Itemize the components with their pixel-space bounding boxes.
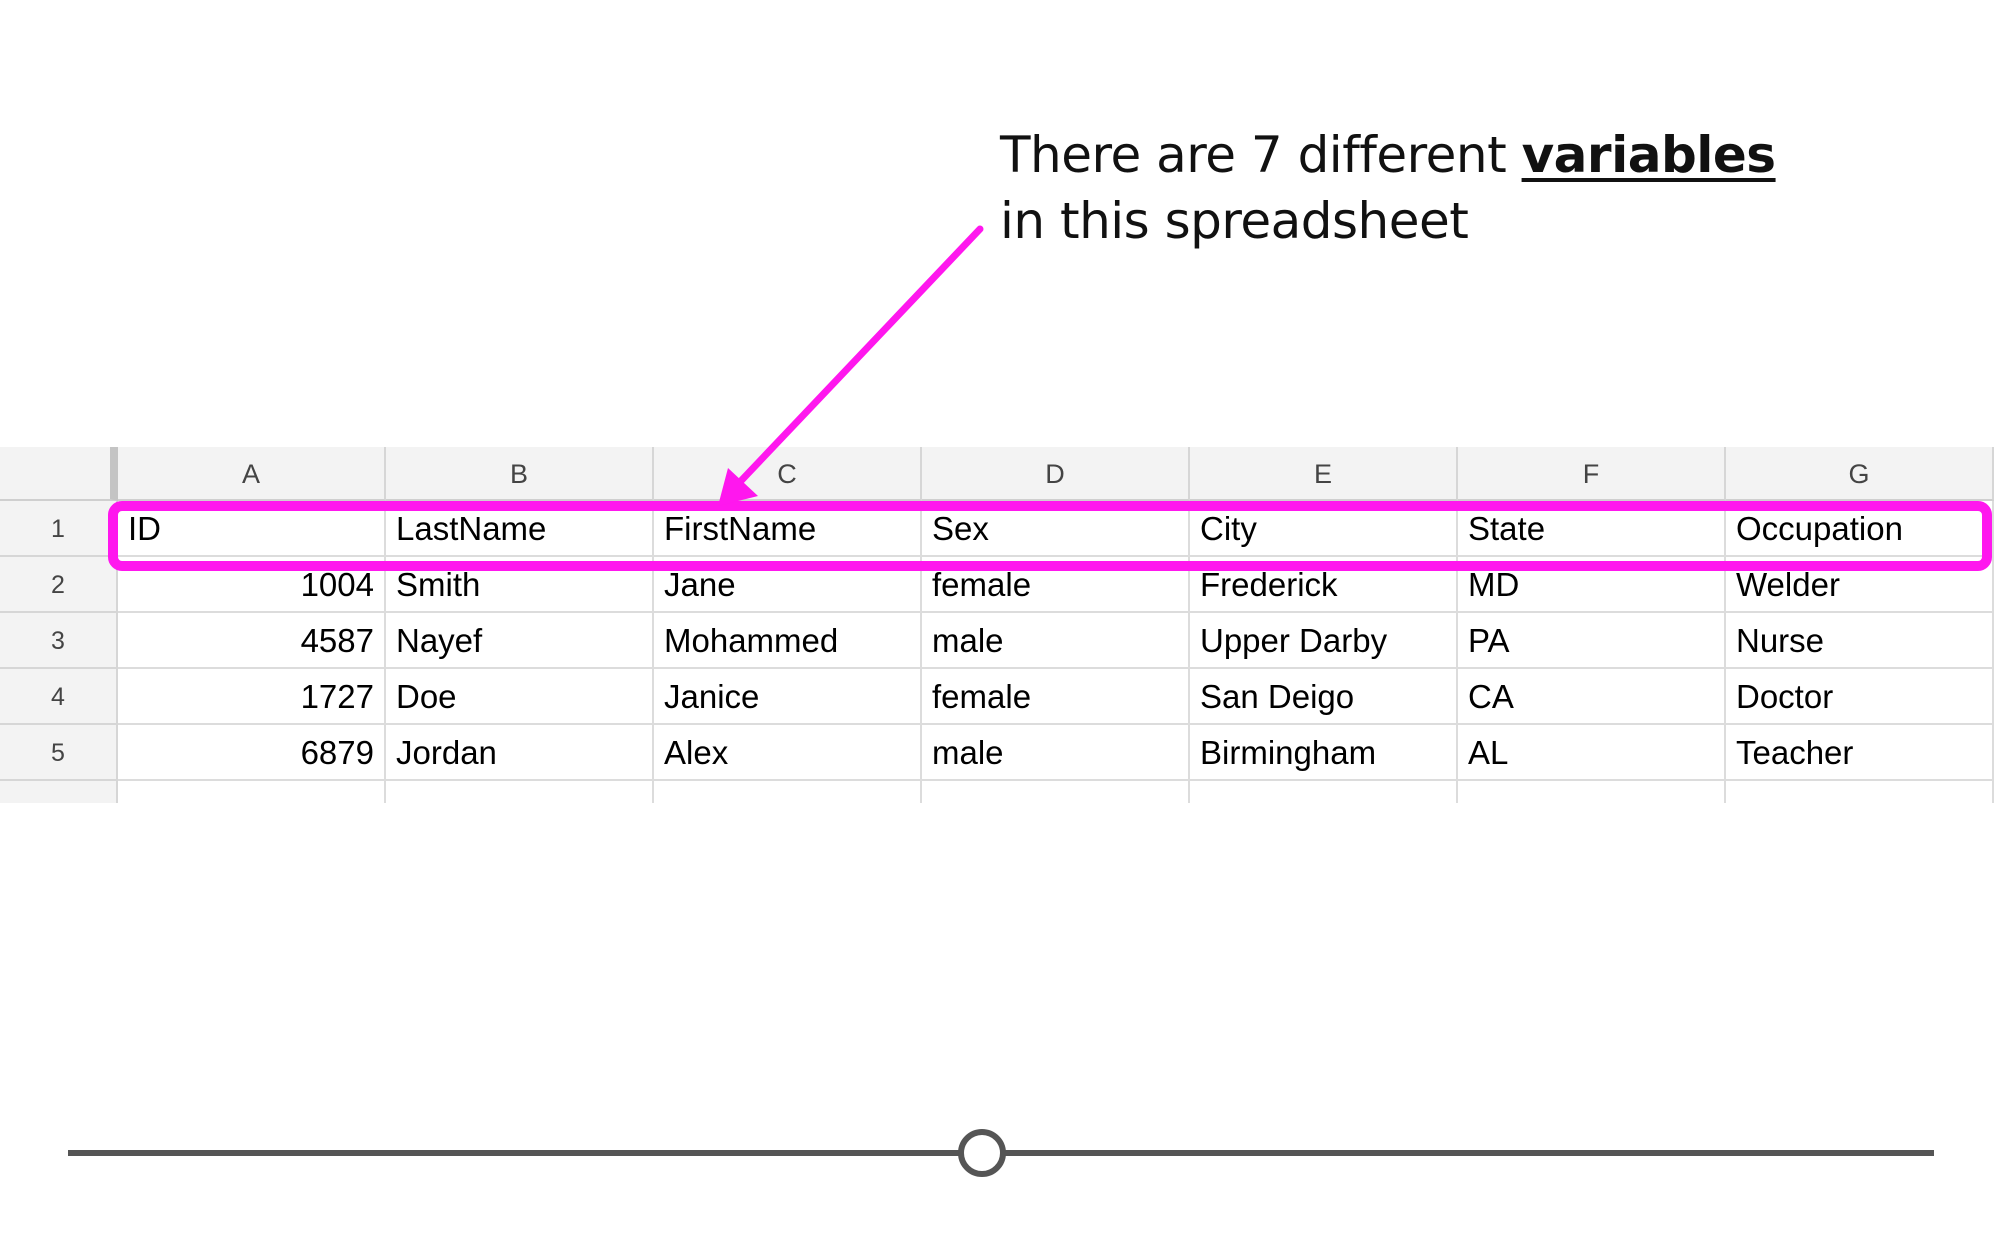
column-header-f[interactable]: F <box>1458 447 1726 501</box>
row-header-4[interactable]: 4 <box>0 669 118 725</box>
cell-a5[interactable]: 6879 <box>118 725 386 781</box>
cell-a6[interactable] <box>118 781 386 803</box>
annotation-highlight-word: variables <box>1521 126 1776 184</box>
column-header-e[interactable]: E <box>1190 447 1458 501</box>
cell-d1[interactable]: Sex <box>922 501 1190 557</box>
cell-c1[interactable]: FirstName <box>654 501 922 557</box>
column-header-d[interactable]: D <box>922 447 1190 501</box>
cell-a4[interactable]: 1727 <box>118 669 386 725</box>
cell-b5[interactable]: Jordan <box>386 725 654 781</box>
cell-g5[interactable]: Teacher <box>1726 725 1994 781</box>
cell-g1[interactable]: Occupation <box>1726 501 1994 557</box>
cell-c2[interactable]: Jane <box>654 557 922 613</box>
cell-g4[interactable]: Doctor <box>1726 669 1994 725</box>
cell-d6[interactable] <box>922 781 1190 803</box>
cell-e4[interactable]: San Deigo <box>1190 669 1458 725</box>
cell-e6[interactable] <box>1190 781 1458 803</box>
cell-b3[interactable]: Nayef <box>386 613 654 669</box>
cell-b6[interactable] <box>386 781 654 803</box>
cell-f5[interactable]: AL <box>1458 725 1726 781</box>
cell-a3[interactable]: 4587 <box>118 613 386 669</box>
cell-e5[interactable]: Birmingham <box>1190 725 1458 781</box>
cell-b4[interactable]: Doe <box>386 669 654 725</box>
cell-c5[interactable]: Alex <box>654 725 922 781</box>
cell-d4[interactable]: female <box>922 669 1190 725</box>
cell-g6[interactable] <box>1726 781 1994 803</box>
cell-a1[interactable]: ID <box>118 501 386 557</box>
row-header-1[interactable]: 1 <box>0 501 118 557</box>
cell-f3[interactable]: PA <box>1458 613 1726 669</box>
row-header-6[interactable] <box>0 781 118 803</box>
cell-f6[interactable] <box>1458 781 1726 803</box>
cell-d2[interactable]: female <box>922 557 1190 613</box>
column-header-c[interactable]: C <box>654 447 922 501</box>
column-header-g[interactable]: G <box>1726 447 1994 501</box>
annotation-text: There are 7 different variables in this … <box>1000 122 1776 254</box>
column-header-b[interactable]: B <box>386 447 654 501</box>
row-header-2[interactable]: 2 <box>0 557 118 613</box>
cell-d3[interactable]: male <box>922 613 1190 669</box>
cell-c3[interactable]: Mohammed <box>654 613 922 669</box>
row-header-3[interactable]: 3 <box>0 613 118 669</box>
column-header-a[interactable]: A <box>118 447 386 501</box>
cell-e2[interactable]: Frederick <box>1190 557 1458 613</box>
spreadsheet: A B C D E F G 1 2 3 4 5 ID LastName Firs… <box>0 447 2000 803</box>
cell-b1[interactable]: LastName <box>386 501 654 557</box>
cell-g2[interactable]: Welder <box>1726 557 1994 613</box>
select-all-corner[interactable] <box>0 447 118 501</box>
annotation-line-2: in this spreadsheet <box>1000 192 1469 250</box>
cell-d5[interactable]: male <box>922 725 1190 781</box>
cell-b2[interactable]: Smith <box>386 557 654 613</box>
cell-c4[interactable]: Janice <box>654 669 922 725</box>
cell-c6[interactable] <box>654 781 922 803</box>
cell-a2[interactable]: 1004 <box>118 557 386 613</box>
cell-g3[interactable]: Nurse <box>1726 613 1994 669</box>
cell-f1[interactable]: State <box>1458 501 1726 557</box>
row-header-5[interactable]: 5 <box>0 725 118 781</box>
cell-f2[interactable]: MD <box>1458 557 1726 613</box>
arrow-shaft <box>734 225 984 488</box>
cell-e3[interactable]: Upper Darby <box>1190 613 1458 669</box>
annotation-line-1: There are 7 different variables <box>1000 122 1776 188</box>
annotation-prefix: There are 7 different <box>1000 126 1522 184</box>
cell-e1[interactable]: City <box>1190 501 1458 557</box>
slider-knob[interactable] <box>958 1129 1006 1177</box>
cell-f4[interactable]: CA <box>1458 669 1726 725</box>
